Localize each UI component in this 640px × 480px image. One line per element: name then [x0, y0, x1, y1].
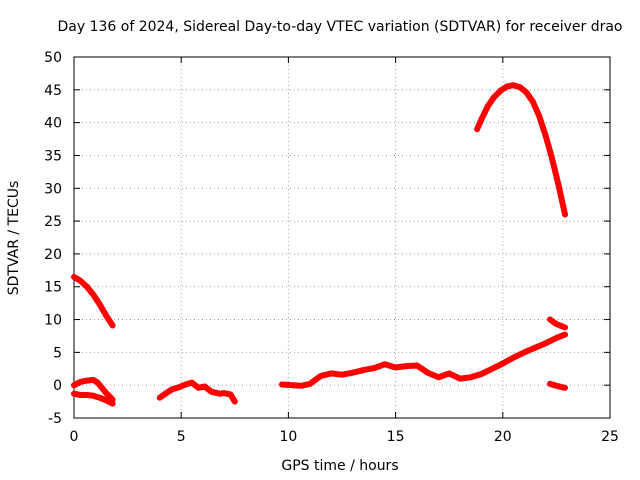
plot-area-border: [73, 56, 611, 419]
y-tick-label: 15: [44, 280, 62, 296]
y-tick-label: 5: [53, 345, 62, 361]
y-tick-label: 10: [44, 313, 62, 329]
x-tick-label: 25: [601, 429, 619, 445]
y-tick-label: -5: [48, 411, 62, 427]
x-tick-label: 20: [494, 429, 512, 445]
series-arc-1-high: [71, 273, 116, 329]
y-tick-label: 0: [53, 378, 62, 394]
x-tick-label: 5: [177, 429, 186, 445]
x-axis-label: GPS time / hours: [281, 458, 398, 474]
y-tick-label: 20: [44, 247, 62, 263]
series-arc-4: [474, 82, 568, 218]
series-arc-5: [547, 316, 568, 331]
data-series: [71, 82, 568, 407]
chart-title: Day 136 of 2024, Sidereal Day-to-day VTE…: [57, 19, 622, 35]
series-arc-2: [156, 379, 238, 405]
y-tick-label: 35: [44, 148, 62, 164]
x-tick-label: 0: [70, 429, 79, 445]
y-tick-label: 25: [44, 214, 62, 230]
y-axis-label: SDTVAR / TECUs: [6, 181, 22, 296]
axis-ticks: -5 0 5 10 15 20 25 30 35 40 45 50 0 5 10 15 20 25: [44, 50, 619, 445]
x-tick-label: 15: [387, 429, 405, 445]
y-tick-label: 30: [44, 181, 62, 197]
y-tick-label: 45: [44, 83, 62, 99]
y-tick-label: 40: [44, 116, 62, 132]
y-tick-label: 50: [44, 50, 62, 66]
series-arc-6: [547, 380, 568, 391]
grid-lines: [74, 57, 610, 418]
x-tick-label: 10: [279, 429, 297, 445]
series-arc-3: [279, 331, 568, 389]
series-arc-1-lower: [71, 390, 116, 407]
series-arc-1-upper: [71, 376, 116, 403]
